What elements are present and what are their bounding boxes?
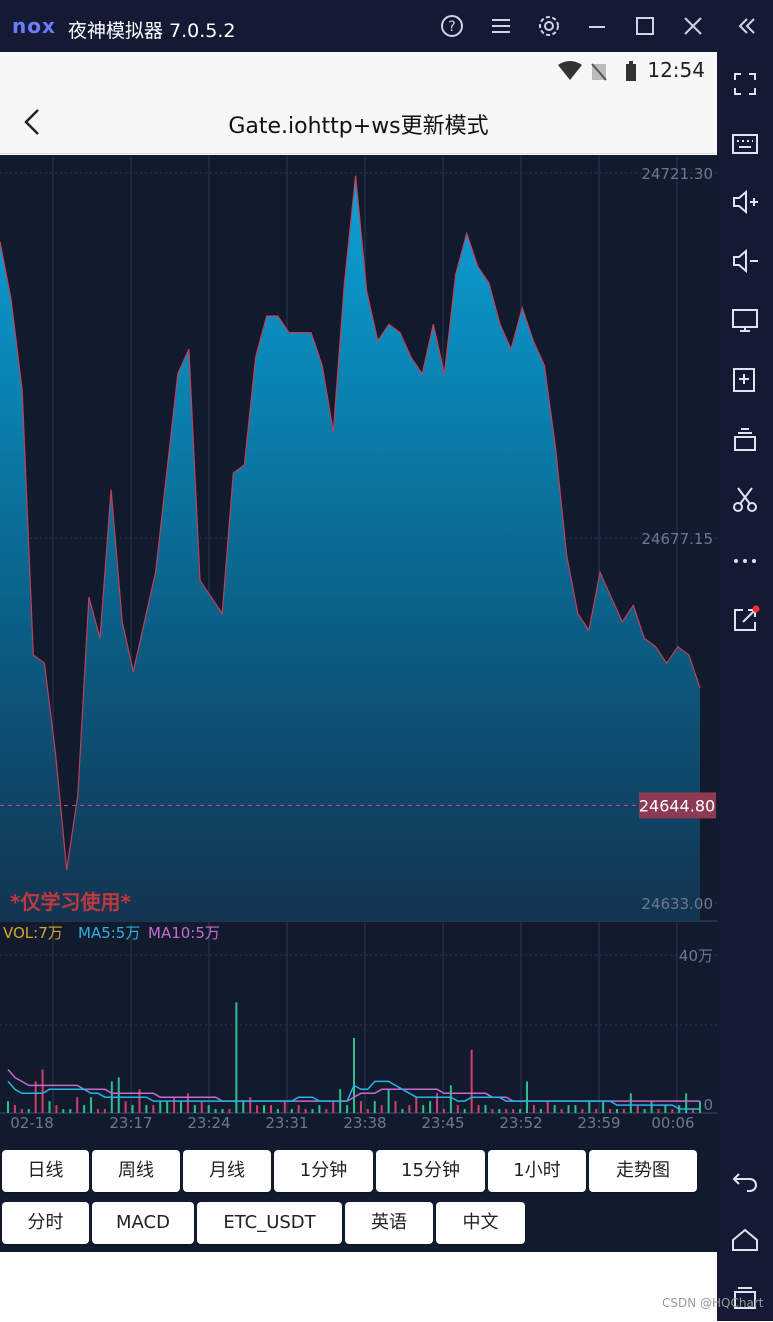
ma5-line [7, 1080, 700, 1110]
period-button-panel: 日线 周线 月线 1分钟 15分钟 1小时 走势图 分时 MACD ETC_US… [0, 1130, 717, 1252]
volume-axis-max-label: 40万 [679, 947, 713, 965]
android-statusbar: 12:54 [0, 52, 717, 90]
emulator-titlebar: nox 夜神模拟器 7.0.5.2 ? [0, 0, 773, 52]
button-english[interactable]: 英语 [345, 1202, 433, 1244]
app-title: 夜神模拟器 7.0.5.2 [68, 20, 236, 42]
back-icon[interactable] [729, 1164, 761, 1196]
button-minute-chart[interactable]: 分时 [2, 1202, 89, 1244]
chart-container[interactable]: 24644.80 24721.30 24677.15 24633.00 *仅学习使用*… [0, 155, 717, 1130]
home-icon[interactable] [729, 1224, 761, 1256]
apk-install-icon[interactable] [729, 365, 761, 397]
price-line [0, 175, 701, 870]
x-axis-label: 23:17 [109, 1114, 152, 1130]
x-axis-label: 23:24 [187, 1114, 230, 1130]
menu-icon[interactable] [487, 12, 515, 40]
button-1min[interactable]: 1分钟 [274, 1150, 373, 1192]
chevron-left-icon [24, 109, 39, 135]
volume-up-icon[interactable] [729, 186, 761, 218]
x-axis-label: 23:52 [499, 1114, 542, 1130]
x-axis-label: 02-18 [10, 1114, 54, 1130]
chart-canvas: 24644.80 24721.30 24677.15 24633.00 *仅学习使用*… [0, 155, 717, 1130]
button-etc-usdt[interactable]: ETC_USDT [197, 1202, 342, 1244]
status-time: 12:54 [647, 58, 705, 82]
button-1hour[interactable]: 1小时 [488, 1150, 586, 1192]
recent-apps-icon[interactable] [729, 1282, 761, 1314]
help-icon[interactable]: ? [438, 12, 466, 40]
x-axis-label: 23:38 [343, 1114, 386, 1130]
svg-text:?: ? [448, 19, 455, 35]
button-week[interactable]: 周线 [92, 1150, 180, 1192]
button-day[interactable]: 日线 [2, 1150, 89, 1192]
volume-legend-item: MA5:5万 [78, 924, 140, 942]
x-axis-label: 23:31 [265, 1114, 308, 1130]
current-price-label: 24644.80 [639, 796, 715, 815]
close-icon[interactable] [679, 12, 707, 40]
nox-logo: nox [12, 14, 56, 38]
page-title: Gate.iohttp+ws更新模式 [228, 114, 489, 139]
button-month[interactable]: 月线 [183, 1150, 271, 1192]
current-price-tag [639, 792, 716, 819]
csdn-watermark: CSDN @HQChart [662, 1296, 764, 1310]
keyboard-icon[interactable] [729, 127, 761, 159]
button-macd[interactable]: MACD [92, 1202, 194, 1244]
price-axis-label: 24633.00 [641, 895, 713, 913]
button-trend[interactable]: 走势图 [589, 1150, 697, 1192]
back-button[interactable] [14, 102, 54, 142]
emulator-sidebar [717, 52, 773, 1321]
scissors-icon[interactable] [729, 484, 761, 516]
x-axis-label: 00:06 [651, 1114, 694, 1130]
status-icons [558, 61, 636, 81]
screen-icon[interactable] [729, 304, 761, 336]
minimize-icon[interactable] [583, 12, 611, 40]
multi-instance-icon[interactable] [729, 424, 761, 456]
maximize-icon[interactable] [631, 12, 659, 40]
volume-legend-item: MA10:5万 [148, 924, 220, 942]
more-icon[interactable] [729, 544, 761, 576]
settings-icon[interactable] [535, 12, 563, 40]
button-15min[interactable]: 15分钟 [376, 1150, 485, 1192]
collapse-icon[interactable] [733, 12, 761, 40]
learning-watermark: *仅学习使用* [10, 890, 131, 914]
app-navbar: Gate.iohttp+ws更新模式 [0, 90, 717, 154]
fullscreen-icon[interactable] [729, 68, 761, 100]
volume-legend-item: VOL:7万 [3, 924, 63, 942]
share-icon[interactable] [729, 604, 761, 636]
volume-down-icon[interactable] [729, 245, 761, 277]
price-axis-label: 24721.30 [641, 165, 713, 183]
button-chinese[interactable]: 中文 [436, 1202, 525, 1244]
price-area [0, 175, 700, 921]
price-axis-label: 24677.15 [641, 530, 713, 548]
x-axis-label: 23:45 [421, 1114, 464, 1130]
x-axis-label: 23:59 [577, 1114, 620, 1130]
volume-axis-zero-label: 0 [703, 1096, 713, 1114]
